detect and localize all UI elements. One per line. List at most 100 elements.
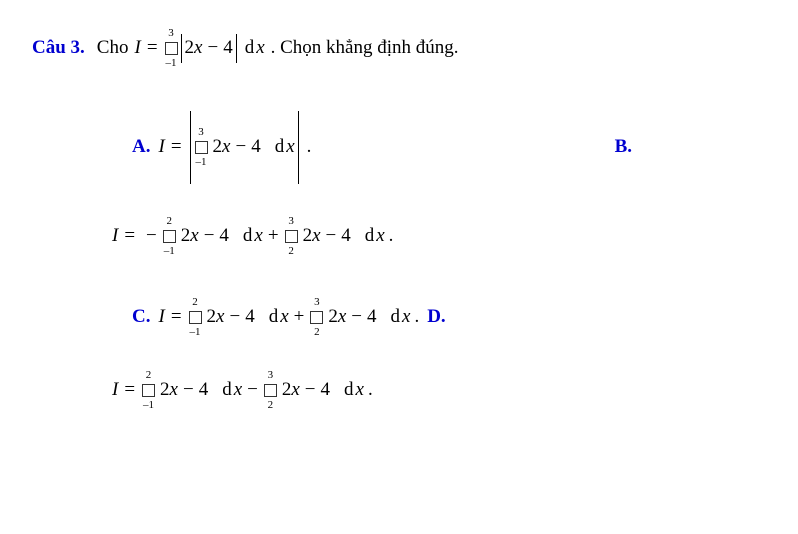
int-u-c1: 2	[192, 297, 198, 308]
var-I-b: I	[112, 224, 118, 249]
int-u-c2: 3	[314, 297, 320, 308]
dot-a: .	[307, 135, 312, 160]
int-l-c1: –1	[190, 327, 201, 338]
int-lower-a: –1	[196, 157, 207, 168]
var-x: x	[194, 36, 202, 61]
int-u-b2: 3	[288, 216, 294, 227]
minus-b2: −	[326, 224, 337, 249]
minus-c1: −	[229, 305, 240, 330]
coef2-b1: 2	[181, 224, 191, 249]
option-b-label[interactable]: B.	[615, 135, 632, 160]
int-stack-c2: 3 2	[310, 297, 323, 338]
placeholder-box-icon	[163, 230, 176, 243]
xv-b2: x	[376, 224, 384, 249]
int-stack-d2: 3 2	[264, 370, 277, 411]
d-a: d	[275, 135, 285, 160]
integral-stack: 3 –1	[165, 28, 178, 69]
equals-d: =	[124, 378, 135, 403]
int-stack-a: 3 –1	[195, 127, 208, 168]
minus-sign: −	[207, 36, 218, 61]
int-upper-a: 3	[198, 127, 204, 138]
var-I-d: I	[112, 378, 118, 403]
xv-b1: x	[254, 224, 262, 249]
int-l-b1: –1	[164, 246, 175, 257]
int-l-b2: 2	[288, 246, 294, 257]
x-b2: x	[312, 224, 320, 249]
xv-c1: x	[280, 305, 288, 330]
int-l-d2: 2	[268, 400, 274, 411]
placeholder-box-icon	[285, 230, 298, 243]
equals-a: =	[171, 135, 182, 160]
xv-a: x	[286, 135, 294, 160]
question-row: Câu 3. Cho I = 3 –1 2 x − 4 d x . Chọn k…	[32, 28, 778, 69]
placeholder-box-icon	[165, 42, 178, 55]
x-c1: x	[216, 305, 224, 330]
int-u-d1: 2	[146, 370, 152, 381]
minus-a: −	[235, 135, 246, 160]
int-l-d1: –1	[143, 400, 154, 411]
abs-bars: 2 x − 4	[181, 34, 237, 63]
placeholder-box-icon	[195, 141, 208, 154]
option-d-formula[interactable]: I = 2 –1 2 x − 4 d x − 3 2 2 x − 4 d x .	[112, 370, 373, 411]
coef2-b2: 2	[303, 224, 313, 249]
option-c-formula[interactable]: I = 2 –1 2 x − 4 d x + 3 2 2 x − 4 d x .	[158, 297, 419, 338]
option-a-label: A.	[132, 135, 150, 160]
d-d2: d	[344, 378, 354, 403]
var-I: I	[134, 36, 140, 61]
option-a-formula: I = 3 –1 2 x − 4 d x .	[158, 111, 311, 184]
equals-b: =	[124, 224, 135, 249]
int-stack-d1: 2 –1	[142, 370, 155, 411]
d-b2: d	[365, 224, 375, 249]
coef2-c1: 2	[207, 305, 217, 330]
int-u-b1: 2	[167, 216, 173, 227]
d-b1: d	[243, 224, 253, 249]
minus-d1: −	[183, 378, 194, 403]
coef2-a: 2	[213, 135, 223, 160]
plus-b: +	[268, 224, 279, 249]
int-upper: 3	[168, 28, 174, 39]
int-stack-c1: 2 –1	[189, 297, 202, 338]
four-d1: 4	[199, 378, 209, 403]
d-d1: d	[222, 378, 232, 403]
int-stack-b1: 2 –1	[163, 216, 176, 257]
int-l-c2: 2	[314, 327, 320, 338]
coef2-c2: 2	[328, 305, 338, 330]
midminus-d: −	[247, 378, 258, 403]
four-a: 4	[251, 135, 261, 160]
cho-text: Cho	[97, 36, 129, 61]
d-c1: d	[269, 305, 279, 330]
option-a[interactable]: A. I = 3 –1 2 x − 4 d x .	[132, 111, 311, 184]
coef2-d1: 2	[160, 378, 170, 403]
four-c1: 4	[245, 305, 255, 330]
option-c-label[interactable]: C.	[132, 305, 150, 330]
option-c-row: C. I = 2 –1 2 x − 4 d x + 3 2 2 x − 4 d …	[132, 297, 778, 338]
equals-c: =	[171, 305, 182, 330]
four-b1: 4	[219, 224, 229, 249]
option-d-row: I = 2 –1 2 x − 4 d x − 3 2 2 x − 4 d x .	[112, 370, 778, 411]
x-d2: x	[291, 378, 299, 403]
coef2-d2: 2	[282, 378, 292, 403]
option-a-row: A. I = 3 –1 2 x − 4 d x . B.	[132, 111, 632, 184]
d-c2: d	[391, 305, 401, 330]
int-lower: –1	[166, 58, 177, 69]
equals-sign: =	[147, 36, 158, 61]
x-c2: x	[338, 305, 346, 330]
abs-a: 3 –1 2 x − 4 d x	[190, 111, 299, 184]
coef-2: 2	[185, 36, 195, 61]
int-u-d2: 3	[268, 370, 274, 381]
x-b1: x	[190, 224, 198, 249]
var-I-a: I	[158, 135, 164, 160]
question-formula: I = 3 –1 2 x − 4 d x	[134, 28, 264, 69]
dx-x: x	[256, 36, 264, 61]
placeholder-box-icon	[142, 384, 155, 397]
minus-c2: −	[351, 305, 362, 330]
dot-c: .	[414, 305, 419, 330]
option-b-formula[interactable]: I = − 2 –1 2 x − 4 d x + 3 2 2 x − 4 d x…	[112, 216, 393, 257]
dot-b: .	[389, 224, 394, 249]
neg-b: −	[146, 224, 157, 249]
tail-text: . Chọn khẳng định đúng.	[271, 36, 459, 61]
int-stack-b2: 3 2	[285, 216, 298, 257]
option-d-label[interactable]: D.	[427, 305, 445, 330]
x-d1: x	[170, 378, 178, 403]
xv-c2: x	[402, 305, 410, 330]
